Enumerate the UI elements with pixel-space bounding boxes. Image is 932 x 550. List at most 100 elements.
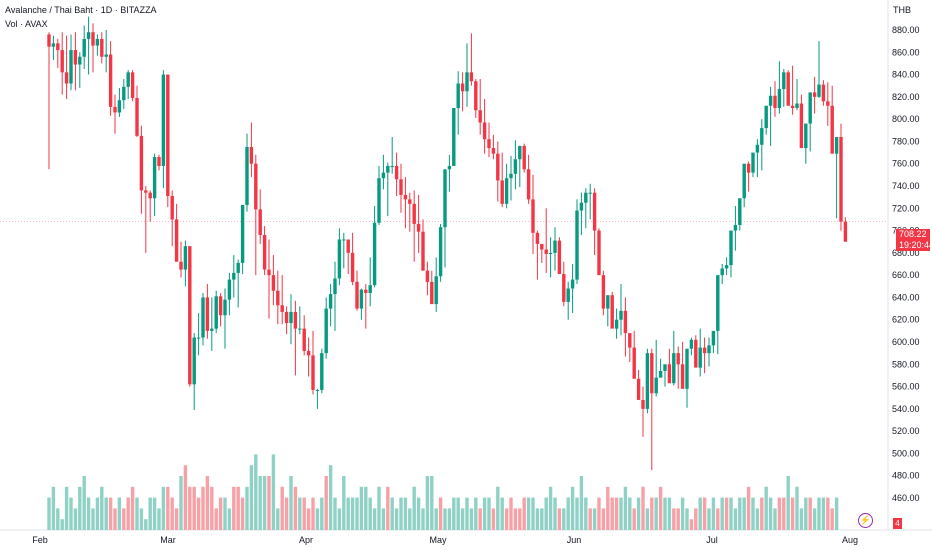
volume-bar	[504, 508, 509, 530]
candle-body	[570, 279, 575, 289]
candle-body	[755, 144, 760, 153]
lightning-icon[interactable]: ⚡	[858, 513, 873, 528]
candle-body	[240, 204, 245, 263]
candle-body	[636, 378, 641, 400]
x-tick-label: Feb	[32, 535, 48, 545]
candle-body	[342, 239, 346, 241]
x-tick-label: Mar	[160, 535, 176, 545]
volume-bar	[412, 486, 416, 530]
volume-bar	[694, 508, 698, 530]
candle-body	[157, 157, 161, 166]
y-tick-label: 460.00	[892, 493, 920, 503]
candle-body	[724, 265, 729, 269]
candle-body	[799, 103, 804, 149]
volume-bar	[82, 476, 86, 530]
volume-bar	[258, 476, 262, 530]
volume-bar	[790, 497, 795, 530]
volume-bar	[535, 508, 540, 530]
y-tick-label: 540.00	[892, 404, 920, 414]
x-tick-label: Apr	[299, 535, 313, 545]
candle-body	[526, 169, 531, 200]
volume-bar	[698, 497, 702, 530]
volume-bar	[86, 497, 91, 530]
volume-bar	[685, 508, 689, 530]
candle-body	[421, 231, 425, 271]
volume-bar	[658, 486, 663, 530]
volume-bar	[584, 497, 588, 530]
volume-bar	[601, 508, 606, 530]
candle-body	[271, 275, 276, 291]
volume-bar	[826, 497, 830, 530]
volume-bar	[302, 497, 306, 530]
volume-bar	[482, 497, 487, 530]
volume-bar	[152, 497, 157, 530]
candle-body	[777, 89, 782, 108]
volume-bar	[425, 476, 430, 530]
candle-body	[73, 50, 78, 65]
volume-bar	[271, 454, 276, 530]
volume-bar	[47, 497, 51, 530]
volume-bar	[372, 508, 377, 530]
candle-body	[817, 84, 821, 97]
y-tick-label: 500.00	[892, 448, 920, 458]
candle-body	[47, 34, 51, 47]
volume-bar	[130, 486, 135, 530]
volume-bar	[377, 486, 381, 530]
candle-body	[491, 148, 496, 154]
volume-bar	[135, 497, 139, 530]
volume-bar	[469, 508, 474, 530]
candle-body	[588, 192, 592, 194]
volume-bar	[645, 508, 650, 530]
candle-body	[663, 364, 667, 371]
volume-bar	[324, 476, 328, 530]
volume-bar	[315, 508, 320, 530]
candle-body	[474, 81, 478, 111]
volume-bar	[548, 486, 553, 530]
volume-bar	[298, 497, 302, 530]
volume-bar	[333, 497, 337, 530]
volume-bar	[465, 497, 469, 530]
candle-body	[496, 153, 500, 181]
volume-bar	[544, 497, 548, 530]
volume-bar	[632, 508, 636, 530]
candle-body	[764, 105, 768, 129]
volume-bar	[650, 497, 654, 530]
candle-body	[614, 319, 619, 329]
candle-body	[139, 135, 144, 191]
candle-body	[166, 74, 170, 197]
candle-body	[135, 97, 139, 136]
volume-bar	[689, 519, 694, 530]
candle-body	[509, 173, 513, 179]
y-tick-label: 840.00	[892, 70, 920, 80]
volume-bar	[821, 497, 826, 530]
volume-bar	[69, 497, 73, 530]
candle-body	[584, 192, 588, 203]
candle-body	[337, 239, 342, 279]
candle-body	[315, 389, 320, 391]
y-tick-label: 580.00	[892, 359, 920, 369]
alert-count-badge[interactable]: 4	[893, 518, 902, 529]
candle-body	[86, 32, 91, 39]
volume-bar	[487, 497, 491, 530]
volume-bar	[456, 497, 460, 530]
volume-bar	[170, 497, 174, 530]
candle-body	[597, 230, 601, 276]
candle-body	[834, 136, 839, 154]
volume-bar	[438, 497, 443, 530]
candle-body	[548, 252, 553, 254]
volume-bar	[320, 497, 324, 530]
volume-bar	[738, 497, 742, 530]
candle-body	[192, 337, 196, 385]
volume-bar	[100, 486, 104, 530]
volume-bar	[399, 497, 403, 530]
volume-indicator-label[interactable]: Vol · AVAX	[5, 19, 48, 29]
candle-body	[504, 178, 509, 204]
candle-body	[69, 50, 73, 84]
volume-bar	[179, 476, 183, 530]
volume-bar	[192, 486, 196, 530]
volume-bar	[777, 497, 782, 530]
candle-body	[786, 72, 790, 106]
candle-body	[738, 198, 742, 225]
volume-bar	[702, 497, 707, 530]
